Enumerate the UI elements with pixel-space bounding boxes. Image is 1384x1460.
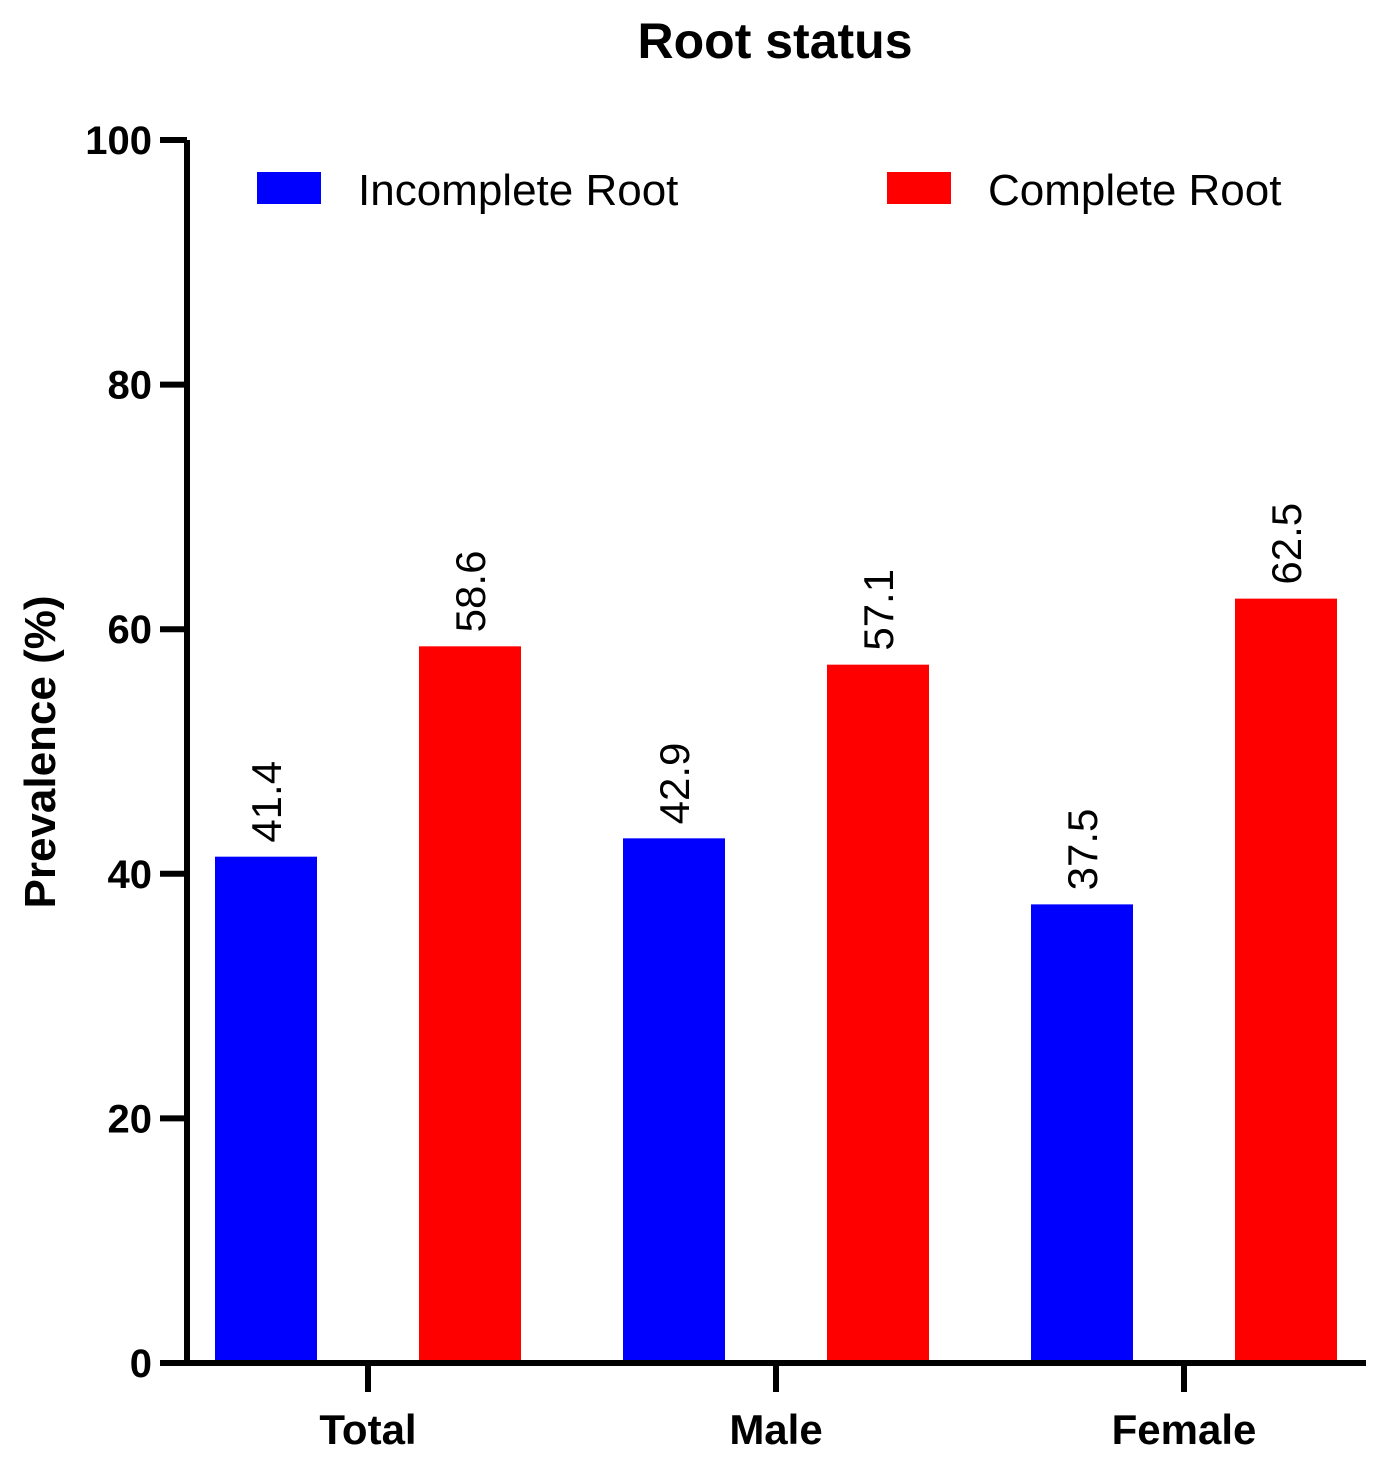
data-label-incomplete-root-female: 37.5 — [1059, 809, 1106, 891]
bar-incomplete-root-male — [623, 838, 725, 1363]
x-axis-ticks: Total Male Female — [319, 1363, 1256, 1453]
legend-label-incomplete-root: Incomplete Root — [358, 166, 678, 215]
data-label-complete-root-total: 58.6 — [447, 551, 494, 633]
data-label-incomplete-root-male: 42.9 — [651, 743, 698, 825]
legend-label-complete-root: Complete Root — [988, 166, 1281, 215]
bar-complete-root-male — [827, 664, 929, 1363]
bars: 41.4 58.6 42.9 57.1 37.5 62.5 — [215, 503, 1337, 1363]
data-label-complete-root-female: 62.5 — [1263, 503, 1310, 585]
x-tick-label-female: Female — [1112, 1406, 1257, 1453]
y-tick-label: 20 — [108, 1097, 153, 1141]
data-label-complete-root-male: 57.1 — [855, 569, 902, 651]
y-tick-label: 40 — [108, 853, 153, 897]
y-axis-label: Prevalence (%) — [16, 595, 65, 908]
legend-swatch-complete-root — [887, 172, 951, 204]
legend-swatch-incomplete-root — [257, 172, 321, 204]
data-label-incomplete-root-total: 41.4 — [243, 761, 290, 843]
x-tick-label-total: Total — [319, 1406, 416, 1453]
legend: Incomplete Root Complete Root — [257, 166, 1281, 215]
y-tick-label: 100 — [85, 119, 152, 163]
chart-title: Root status — [638, 13, 913, 69]
y-tick-label: 80 — [108, 364, 153, 408]
bar-complete-root-female — [1235, 598, 1337, 1363]
y-tick-label: 0 — [130, 1342, 152, 1386]
bar-incomplete-root-total — [215, 856, 317, 1363]
x-tick-label-male: Male — [729, 1406, 822, 1453]
y-axis-ticks: 0 20 40 60 80 100 — [85, 119, 187, 1386]
bar-complete-root-total — [419, 646, 521, 1363]
y-tick-label: 60 — [108, 608, 153, 652]
bar-incomplete-root-female — [1031, 904, 1133, 1363]
